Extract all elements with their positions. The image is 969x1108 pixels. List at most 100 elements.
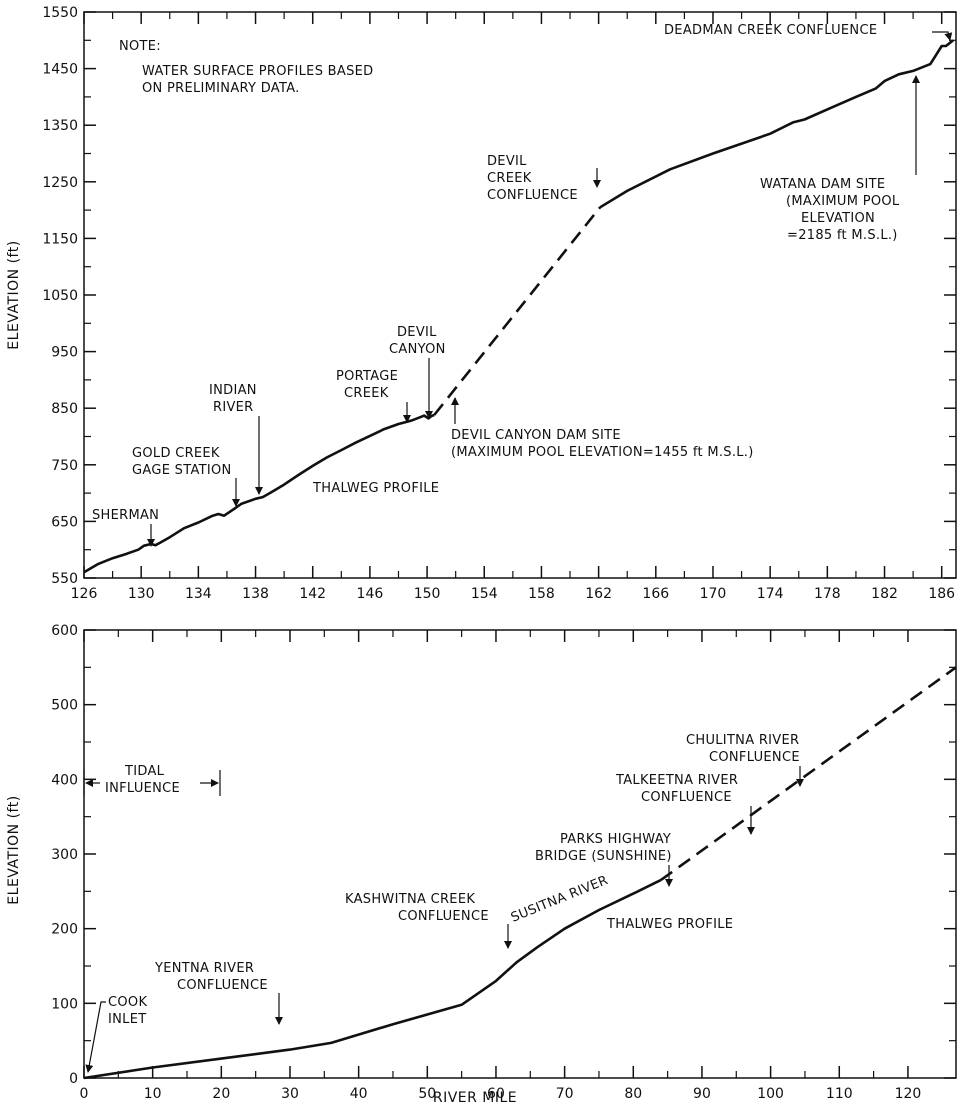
annot-gold-1: GOLD CREEK — [132, 446, 220, 461]
annot-bottom-thalweg: THALWEG PROFILE — [606, 917, 733, 932]
top-x-tick-label-2: 134 — [185, 586, 212, 602]
annot-cook-2: INLET — [108, 1012, 146, 1027]
bottom-x-axis-title: RIVER MILE — [433, 1090, 517, 1106]
bottom-y-tick-label-6: 600 — [51, 623, 78, 639]
annot-chulitna-1: CHULITNA RIVER — [686, 733, 799, 748]
top-x-tick-label-7: 154 — [471, 586, 498, 602]
top-x-tick-label-4: 142 — [299, 586, 326, 602]
annot-deadman-creek: DEADMAN CREEK CONFLUENCE — [664, 23, 877, 38]
top-series-line-2-solid — [599, 39, 954, 209]
top-x-tick-label-1: 130 — [128, 586, 155, 602]
top-y-tick-label-9: 1450 — [42, 62, 78, 78]
top-x-tick-label-6: 150 — [414, 586, 441, 602]
bottom-x-tick-label-1: 10 — [144, 1086, 162, 1102]
bottom-x-tick-label-5: 50 — [418, 1086, 436, 1102]
annot-watana-3: ELEVATION — [801, 211, 875, 226]
annot-parks-2: BRIDGE (SUNSHINE) — [535, 849, 672, 864]
bottom-axes: 0 10 20 30 40 50 60 70 80 90 100 110 120 0 100 200 300 40… — [51, 623, 956, 1102]
note-title: NOTE: — [119, 39, 161, 54]
annot-dam-site-2: (MAXIMUM POOL ELEVATION=1455 ft M.S.L.) — [451, 445, 754, 460]
annot-watana-1: WATANA DAM SITE — [760, 177, 885, 192]
annot-devil-creek-2: CREEK — [487, 171, 532, 186]
bottom-x-tick-label-7: 70 — [556, 1086, 574, 1102]
top-y-tick-label-1: 650 — [51, 514, 78, 530]
top-plot-frame — [83, 11, 957, 579]
bottom-x-tick-label-0: 0 — [80, 1086, 89, 1102]
bottom-x-tick-label-2: 20 — [212, 1086, 230, 1102]
bottom-series — [83, 666, 957, 1080]
annot-devil-creek-1: DEVIL — [487, 154, 527, 169]
bottom-plot-frame — [83, 629, 957, 1079]
bottom-y-tick-label-1: 100 — [51, 996, 78, 1012]
annot-top-thalweg: THALWEG PROFILE — [312, 481, 439, 496]
bottom-y-tick-label-0: 0 — [69, 1071, 78, 1087]
bottom-x-tick-label-9: 90 — [693, 1086, 711, 1102]
annot-yentna-2: CONFLUENCE — [177, 978, 268, 993]
top-y-tick-label-0: 550 — [51, 571, 78, 587]
annot-gold-2: GAGE STATION — [132, 463, 232, 478]
bottom-chart: 0 10 20 30 40 50 60 70 80 90 100 110 120 0 100 200 300 40… — [6, 623, 957, 1106]
annot-devil-canyon-2: CANYON — [389, 342, 446, 357]
bottom-y-tick-label-2: 200 — [51, 922, 78, 938]
top-x-tick-label-10: 166 — [642, 586, 669, 602]
annot-susitna-river: SUSITNA RIVER — [509, 873, 611, 926]
top-y-tick-label-6: 1150 — [42, 231, 78, 247]
annot-watana-4: =2185 ft M.S.L.) — [787, 228, 898, 243]
bottom-y-tick-label-4: 400 — [51, 772, 78, 788]
note-line-1: WATER SURFACE PROFILES BASED — [142, 64, 373, 79]
annot-devil-canyon-1: DEVIL — [397, 325, 437, 340]
top-x-tick-label-3: 138 — [242, 586, 269, 602]
top-y-tick-label-8: 1350 — [42, 118, 78, 134]
annot-kashwitna-1: KASHWITNA CREEK — [345, 892, 475, 907]
top-series — [83, 39, 954, 574]
top-x-tick-label-15: 186 — [928, 586, 955, 602]
annot-tidal-1: TIDAL — [124, 764, 165, 779]
top-x-tick-label-12: 174 — [757, 586, 784, 602]
top-chart: 126 130 134 138 142 146 150 154 158 162 166 170 174 1… — [6, 5, 957, 602]
top-x-tick-label-5: 146 — [357, 586, 384, 602]
bottom-y-axis-title: ELEVATION (ft) — [6, 795, 22, 904]
bottom-x-tick-label-8: 80 — [624, 1086, 642, 1102]
annot-devil-creek-3: CONFLUENCE — [487, 188, 578, 203]
annot-dam-site-1: DEVIL CANYON DAM SITE — [451, 428, 621, 443]
annot-portage-1: PORTAGE — [336, 369, 398, 384]
annot-indian-1: INDIAN — [209, 383, 257, 398]
annot-portage-2: CREEK — [344, 386, 389, 401]
top-axes: 126 130 134 138 142 146 150 154 158 162 166 170 174 1… — [42, 5, 956, 602]
annot-yentna-1: YENTNA RIVER — [154, 961, 254, 976]
note-line-2: ON PRELIMINARY DATA. — [142, 81, 300, 96]
annot-talkeetna-2: CONFLUENCE — [641, 790, 732, 805]
annot-talkeetna-1: TALKEETNA RIVER — [615, 773, 738, 788]
bottom-series-line-1-dashed — [660, 666, 957, 882]
top-x-tick-label-11: 170 — [700, 586, 727, 602]
bottom-x-tick-label-11: 110 — [826, 1086, 853, 1102]
arrow-cook-inlet — [85, 1001, 106, 1073]
annot-indian-2: RIVER — [213, 400, 254, 415]
top-y-tick-label-2: 750 — [51, 458, 78, 474]
top-y-tick-label-3: 850 — [51, 401, 78, 417]
bottom-y-tick-label-3: 300 — [51, 847, 78, 863]
top-y-axis-title: ELEVATION (ft) — [6, 240, 22, 349]
annot-sherman: SHERMAN — [92, 508, 159, 523]
bottom-x-tick-label-3: 30 — [281, 1086, 299, 1102]
annot-parks-1: PARKS HIGHWAY — [560, 832, 671, 847]
top-y-tick-label-7: 1250 — [42, 175, 78, 191]
top-y-tick-label-5: 1050 — [42, 288, 78, 304]
annot-kashwitna-2: CONFLUENCE — [398, 909, 489, 924]
top-y-tick-label-4: 950 — [51, 345, 78, 361]
bottom-series-line-0-solid — [83, 878, 662, 1080]
top-x-tick-label-8: 158 — [528, 586, 555, 602]
arrow-deadman-creek — [932, 31, 953, 41]
bottom-x-tick-label-10: 100 — [757, 1086, 784, 1102]
top-x-tick-label-9: 162 — [585, 586, 612, 602]
annot-chulitna-2: CONFLUENCE — [709, 750, 800, 765]
bottom-x-tick-label-6: 60 — [487, 1086, 505, 1102]
top-x-tick-label-14: 182 — [871, 586, 898, 602]
annot-cook-1: COOK — [108, 995, 147, 1010]
top-x-tick-label-0: 126 — [71, 586, 98, 602]
bottom-x-tick-label-4: 40 — [350, 1086, 368, 1102]
top-y-tick-label-10: 1550 — [42, 5, 78, 21]
bottom-y-tick-label-5: 500 — [51, 698, 78, 714]
annot-tidal-2: INFLUENCE — [105, 781, 180, 796]
